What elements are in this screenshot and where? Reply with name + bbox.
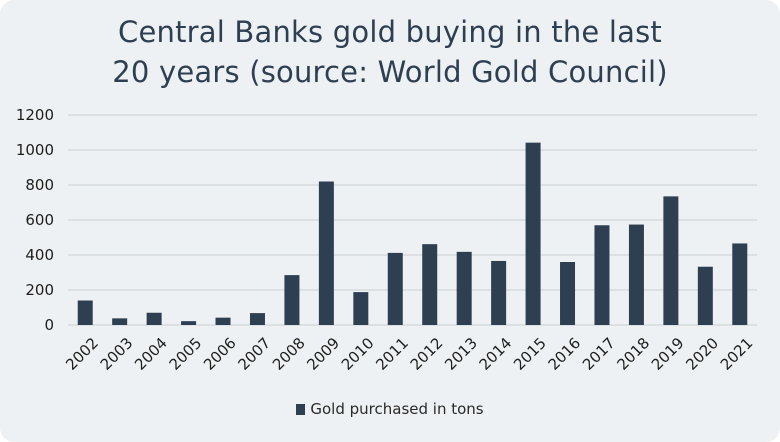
x-tick-label: 2009 xyxy=(303,334,343,374)
x-tick-label: 2021 xyxy=(717,334,757,374)
gridlines xyxy=(68,114,757,326)
bar-2014 xyxy=(491,260,507,325)
chart-title-line-1: Central Banks gold buying in the last xyxy=(118,15,662,49)
bar-2010 xyxy=(353,292,369,325)
bar-2015 xyxy=(525,142,541,325)
x-tick-label: 2013 xyxy=(441,334,481,374)
bars xyxy=(77,142,748,325)
y-axis-ticks: 0 200 400 600 800 1000 1200 xyxy=(16,106,54,334)
x-tick-label: 2007 xyxy=(234,334,274,374)
x-tick-label: 2010 xyxy=(338,334,378,374)
chart-legend: Gold purchased in tons xyxy=(0,400,780,418)
y-tick-label: 800 xyxy=(25,176,54,194)
y-tick-label: 1200 xyxy=(16,106,54,124)
x-tick-label: 2011 xyxy=(372,334,412,374)
legend-swatch xyxy=(296,404,306,415)
x-tick-label: 2018 xyxy=(613,334,653,374)
x-tick-label: 2014 xyxy=(476,334,516,374)
y-tick-label: 400 xyxy=(25,246,54,264)
x-tick-label: 2020 xyxy=(682,334,722,374)
chart-title: Central Banks gold buying in the last 20… xyxy=(0,12,780,92)
bar-2021 xyxy=(732,243,748,325)
bar-2012 xyxy=(422,244,438,325)
bar-2009 xyxy=(318,181,334,325)
bar-2008 xyxy=(284,275,300,325)
x-tick-label: 2002 xyxy=(62,334,102,374)
x-tick-label: 2012 xyxy=(407,334,447,374)
bar-2005 xyxy=(181,321,197,325)
y-tick-label: 200 xyxy=(25,281,54,299)
bar-2003 xyxy=(112,318,128,325)
bar-2007 xyxy=(249,313,265,325)
bar-2006 xyxy=(215,317,231,325)
x-tick-label: 2008 xyxy=(269,334,309,374)
x-tick-label: 2006 xyxy=(200,334,240,374)
bar-2011 xyxy=(387,252,403,325)
x-tick-label: 2003 xyxy=(97,334,137,374)
x-tick-label: 2015 xyxy=(510,334,550,374)
legend-label: Gold purchased in tons xyxy=(310,400,484,418)
x-axis-ticks: 2002200320042005200620072008200920102011… xyxy=(62,334,756,374)
bar-2002 xyxy=(77,300,93,325)
bar-2004 xyxy=(146,312,162,325)
x-tick-label: 2004 xyxy=(131,334,171,374)
y-tick-label: 1000 xyxy=(16,141,54,159)
chart-title-line-2: 20 years (source: World Gold Council) xyxy=(112,55,668,89)
x-tick-label: 2005 xyxy=(166,334,206,374)
x-tick-label: 2019 xyxy=(648,334,688,374)
bar-2016 xyxy=(560,262,576,325)
y-tick-label: 0 xyxy=(44,316,54,334)
x-tick-label: 2017 xyxy=(579,334,619,374)
x-tick-label: 2016 xyxy=(545,334,585,374)
bar-2018 xyxy=(628,224,644,325)
bar-2013 xyxy=(456,251,472,325)
bar-2019 xyxy=(663,196,679,325)
bar-2017 xyxy=(594,225,610,325)
bar-2020 xyxy=(697,266,713,325)
y-tick-label: 600 xyxy=(25,211,54,229)
